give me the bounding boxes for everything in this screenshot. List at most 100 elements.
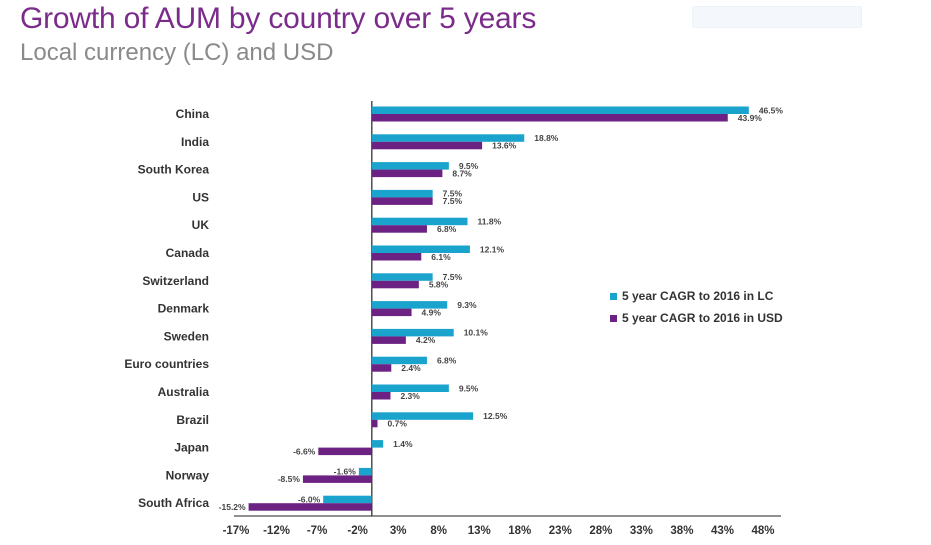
bar-usd: [371, 114, 728, 122]
bar-usd: [318, 447, 372, 456]
bar-usd: [371, 280, 419, 289]
data-label: 2.4%: [401, 363, 421, 373]
data-label: 1.4%: [393, 439, 413, 449]
bar-usd: [371, 197, 433, 205]
bar-lc: [371, 245, 470, 253]
data-label: 7.5%: [443, 196, 463, 206]
legend-label-usd: 5 year CAGR to 2016 in USD: [622, 311, 783, 325]
category-label: US: [192, 190, 209, 204]
bar-lc: [371, 356, 427, 365]
data-label: 6.1%: [431, 252, 451, 262]
bar-usd: [371, 336, 406, 344]
data-label: -8.5%: [278, 474, 301, 484]
category-label: Sweden: [164, 329, 209, 343]
data-label: -6.0%: [298, 494, 321, 504]
data-label: -15.2%: [219, 502, 246, 512]
category-label: India: [181, 135, 209, 149]
x-tick-label: 13%: [468, 525, 491, 537]
bar-lc: [371, 440, 384, 448]
legend-swatch-usd: [610, 314, 617, 322]
category-label: UK: [192, 218, 210, 232]
bar-lc: [371, 273, 433, 281]
x-tick-label: 48%: [751, 525, 774, 537]
data-label: 5.8%: [429, 280, 449, 290]
bar-lc: [371, 384, 449, 392]
data-label: 0.7%: [388, 419, 408, 429]
data-label: 6.8%: [437, 355, 457, 365]
x-tick-label: -12%: [263, 525, 290, 537]
chart-legend: 5 year CAGR to 2016 in LC 5 year CAGR to…: [610, 286, 783, 330]
bar-usd: [371, 364, 392, 372]
data-label: 6.8%: [437, 224, 457, 234]
bar-usd: [371, 392, 391, 400]
x-tick-label: 8%: [430, 525, 447, 537]
bar-usd: [371, 141, 483, 150]
data-label: 8.7%: [452, 168, 472, 178]
data-label: 9.5%: [459, 383, 479, 393]
data-label: 10.1%: [464, 328, 489, 338]
legend-item-usd: 5 year CAGR to 2016 in USD: [610, 308, 783, 328]
bar-usd: [248, 503, 372, 511]
data-label: 12.5%: [483, 411, 508, 421]
category-label: China: [176, 107, 210, 121]
legend-label-lc: 5 year CAGR to 2016 in LC: [622, 289, 774, 303]
x-tick-label: -17%: [223, 525, 250, 537]
data-label: 7.5%: [443, 189, 463, 199]
bar-lc: [371, 189, 433, 198]
x-tick-label: 38%: [670, 525, 693, 537]
category-label: Japan: [174, 441, 209, 455]
data-label: -1.6%: [334, 467, 357, 477]
bar-usd: [302, 475, 372, 483]
category-label: Brazil: [176, 413, 209, 427]
category-label: Australia: [158, 385, 210, 399]
bar-usd: [371, 225, 427, 233]
data-label: 12.1%: [480, 244, 505, 254]
chart-subtitle: Local currency (LC) and USD: [20, 39, 334, 66]
data-label: 2.3%: [400, 391, 420, 401]
category-label: South Korea: [138, 163, 210, 177]
x-tick-label: -2%: [347, 525, 367, 537]
data-label: 9.5%: [459, 161, 479, 171]
x-tick-label: 23%: [549, 525, 572, 537]
bar-usd: [371, 308, 412, 317]
category-label: Canada: [166, 246, 210, 260]
x-tick-label: -7%: [307, 525, 327, 537]
data-label: 18.8%: [534, 133, 559, 143]
category-label: Switzerland: [142, 274, 209, 288]
data-label: 13.6%: [492, 141, 517, 151]
data-label: 11.8%: [478, 216, 502, 226]
category-label: Norway: [166, 468, 210, 482]
x-tick-label: 18%: [508, 525, 531, 537]
bar-lc: [371, 106, 749, 114]
bar-lc: [358, 467, 372, 476]
bar-usd: [371, 419, 378, 428]
data-label: 43.9%: [738, 113, 763, 123]
bar-lc: [371, 412, 474, 420]
category-label: Denmark: [158, 302, 210, 316]
bar-lc: [323, 495, 372, 504]
legend-swatch-lc: [610, 292, 617, 300]
bar-lc: [371, 301, 448, 309]
faded-search-box: [692, 6, 862, 28]
bar-lc: [371, 162, 449, 170]
chart-title: Growth of AUM by country over 5 years: [20, 2, 537, 35]
category-label: South Africa: [138, 496, 209, 510]
data-label: 4.9%: [422, 307, 442, 317]
x-tick-label: 33%: [630, 525, 653, 537]
legend-item-lc: 5 year CAGR to 2016 in LC: [610, 286, 783, 306]
bar-usd: [371, 253, 422, 261]
data-label: 9.3%: [457, 300, 477, 310]
data-label: 7.5%: [443, 272, 463, 282]
bar-lc: [371, 134, 525, 142]
x-tick-label: 28%: [589, 525, 612, 537]
category-label: Euro countries: [124, 357, 209, 371]
bar-usd: [371, 169, 443, 178]
x-tick-label: 43%: [711, 525, 734, 537]
data-label: 4.2%: [416, 335, 436, 345]
data-label: 46.5%: [759, 105, 784, 115]
bar-lc: [371, 217, 468, 226]
x-tick-label: 3%: [390, 525, 407, 537]
bar-lc: [371, 328, 454, 337]
data-label: -6.6%: [293, 446, 316, 456]
